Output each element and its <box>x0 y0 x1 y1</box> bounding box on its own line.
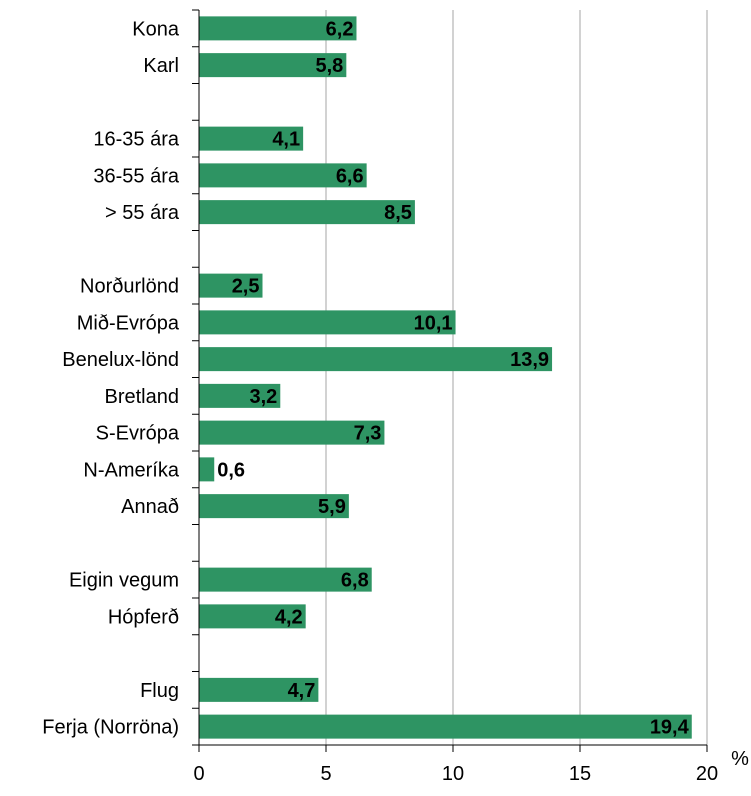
bar <box>199 16 357 41</box>
data-label: 6,2 <box>326 18 354 40</box>
bar <box>199 273 263 298</box>
bar <box>199 383 281 408</box>
bar <box>199 567 372 592</box>
category-label: S-Evrópa <box>96 423 180 445</box>
data-label: 4,1 <box>272 129 300 151</box>
data-label: 6,6 <box>336 165 364 187</box>
x-tick-label: 10 <box>442 763 464 785</box>
bar <box>199 53 347 78</box>
data-label: 4,2 <box>275 606 303 628</box>
category-label: > 55 ára <box>105 202 180 224</box>
gridlines <box>325 10 708 745</box>
category-label: 36-55 ára <box>93 165 179 187</box>
x-tick-labels: 0 5 10 15 20 <box>193 763 718 785</box>
category-labels: Kona Karl 16-35 ára 36-55 ára > 55 ára Norður… <box>42 18 180 738</box>
bar <box>199 677 319 702</box>
data-label: 4,7 <box>288 680 316 702</box>
value-labels: 6,2 5,8 4,1 6,6 8,5 2,5 10,1 13,9 3,2 7,3 0,6 5,9 6,… <box>217 18 689 738</box>
category-label: Hópferð <box>108 606 179 628</box>
data-label: 8,5 <box>384 202 412 224</box>
category-label: Karl <box>143 55 179 77</box>
data-label: 10,1 <box>414 312 453 334</box>
x-tick-label: 15 <box>569 763 591 785</box>
category-label: Flug <box>140 680 179 702</box>
category-label: Eigin vegum <box>69 570 179 592</box>
bars <box>199 16 692 739</box>
category-label: Ferja (Norröna) <box>42 717 179 739</box>
bar <box>199 310 456 335</box>
data-label: 6,8 <box>341 570 369 592</box>
bar <box>199 126 304 151</box>
category-label: Norðurlönd <box>80 276 179 298</box>
data-label: 0,6 <box>217 459 245 481</box>
bar <box>199 163 367 188</box>
data-label: 5,9 <box>318 496 346 518</box>
category-label: Annað <box>121 496 179 518</box>
x-tick-label: 0 <box>193 763 204 785</box>
category-label: N-Ameríka <box>83 459 179 481</box>
data-label: 3,2 <box>249 386 277 408</box>
category-label: Mið-Evrópa <box>77 312 180 334</box>
data-label: 13,9 <box>510 349 549 371</box>
bar <box>199 714 692 739</box>
data-label: 7,3 <box>354 423 382 445</box>
x-axis-unit-label: % <box>731 748 749 770</box>
category-label: Bretland <box>105 386 180 408</box>
bar <box>199 457 215 482</box>
category-label: Kona <box>132 18 180 40</box>
data-label: 5,8 <box>316 55 344 77</box>
data-label: 2,5 <box>232 276 260 298</box>
axes <box>192 9 708 752</box>
category-label: Benelux-lönd <box>62 349 179 371</box>
bar <box>199 200 415 225</box>
bar <box>199 494 349 519</box>
category-label: 16-35 ára <box>93 129 179 151</box>
bar <box>199 420 385 445</box>
bar <box>199 347 553 372</box>
x-tick-label: 20 <box>696 763 718 785</box>
x-tick-label: 5 <box>320 763 331 785</box>
bar <box>199 604 306 629</box>
data-label: 19,4 <box>650 717 690 739</box>
